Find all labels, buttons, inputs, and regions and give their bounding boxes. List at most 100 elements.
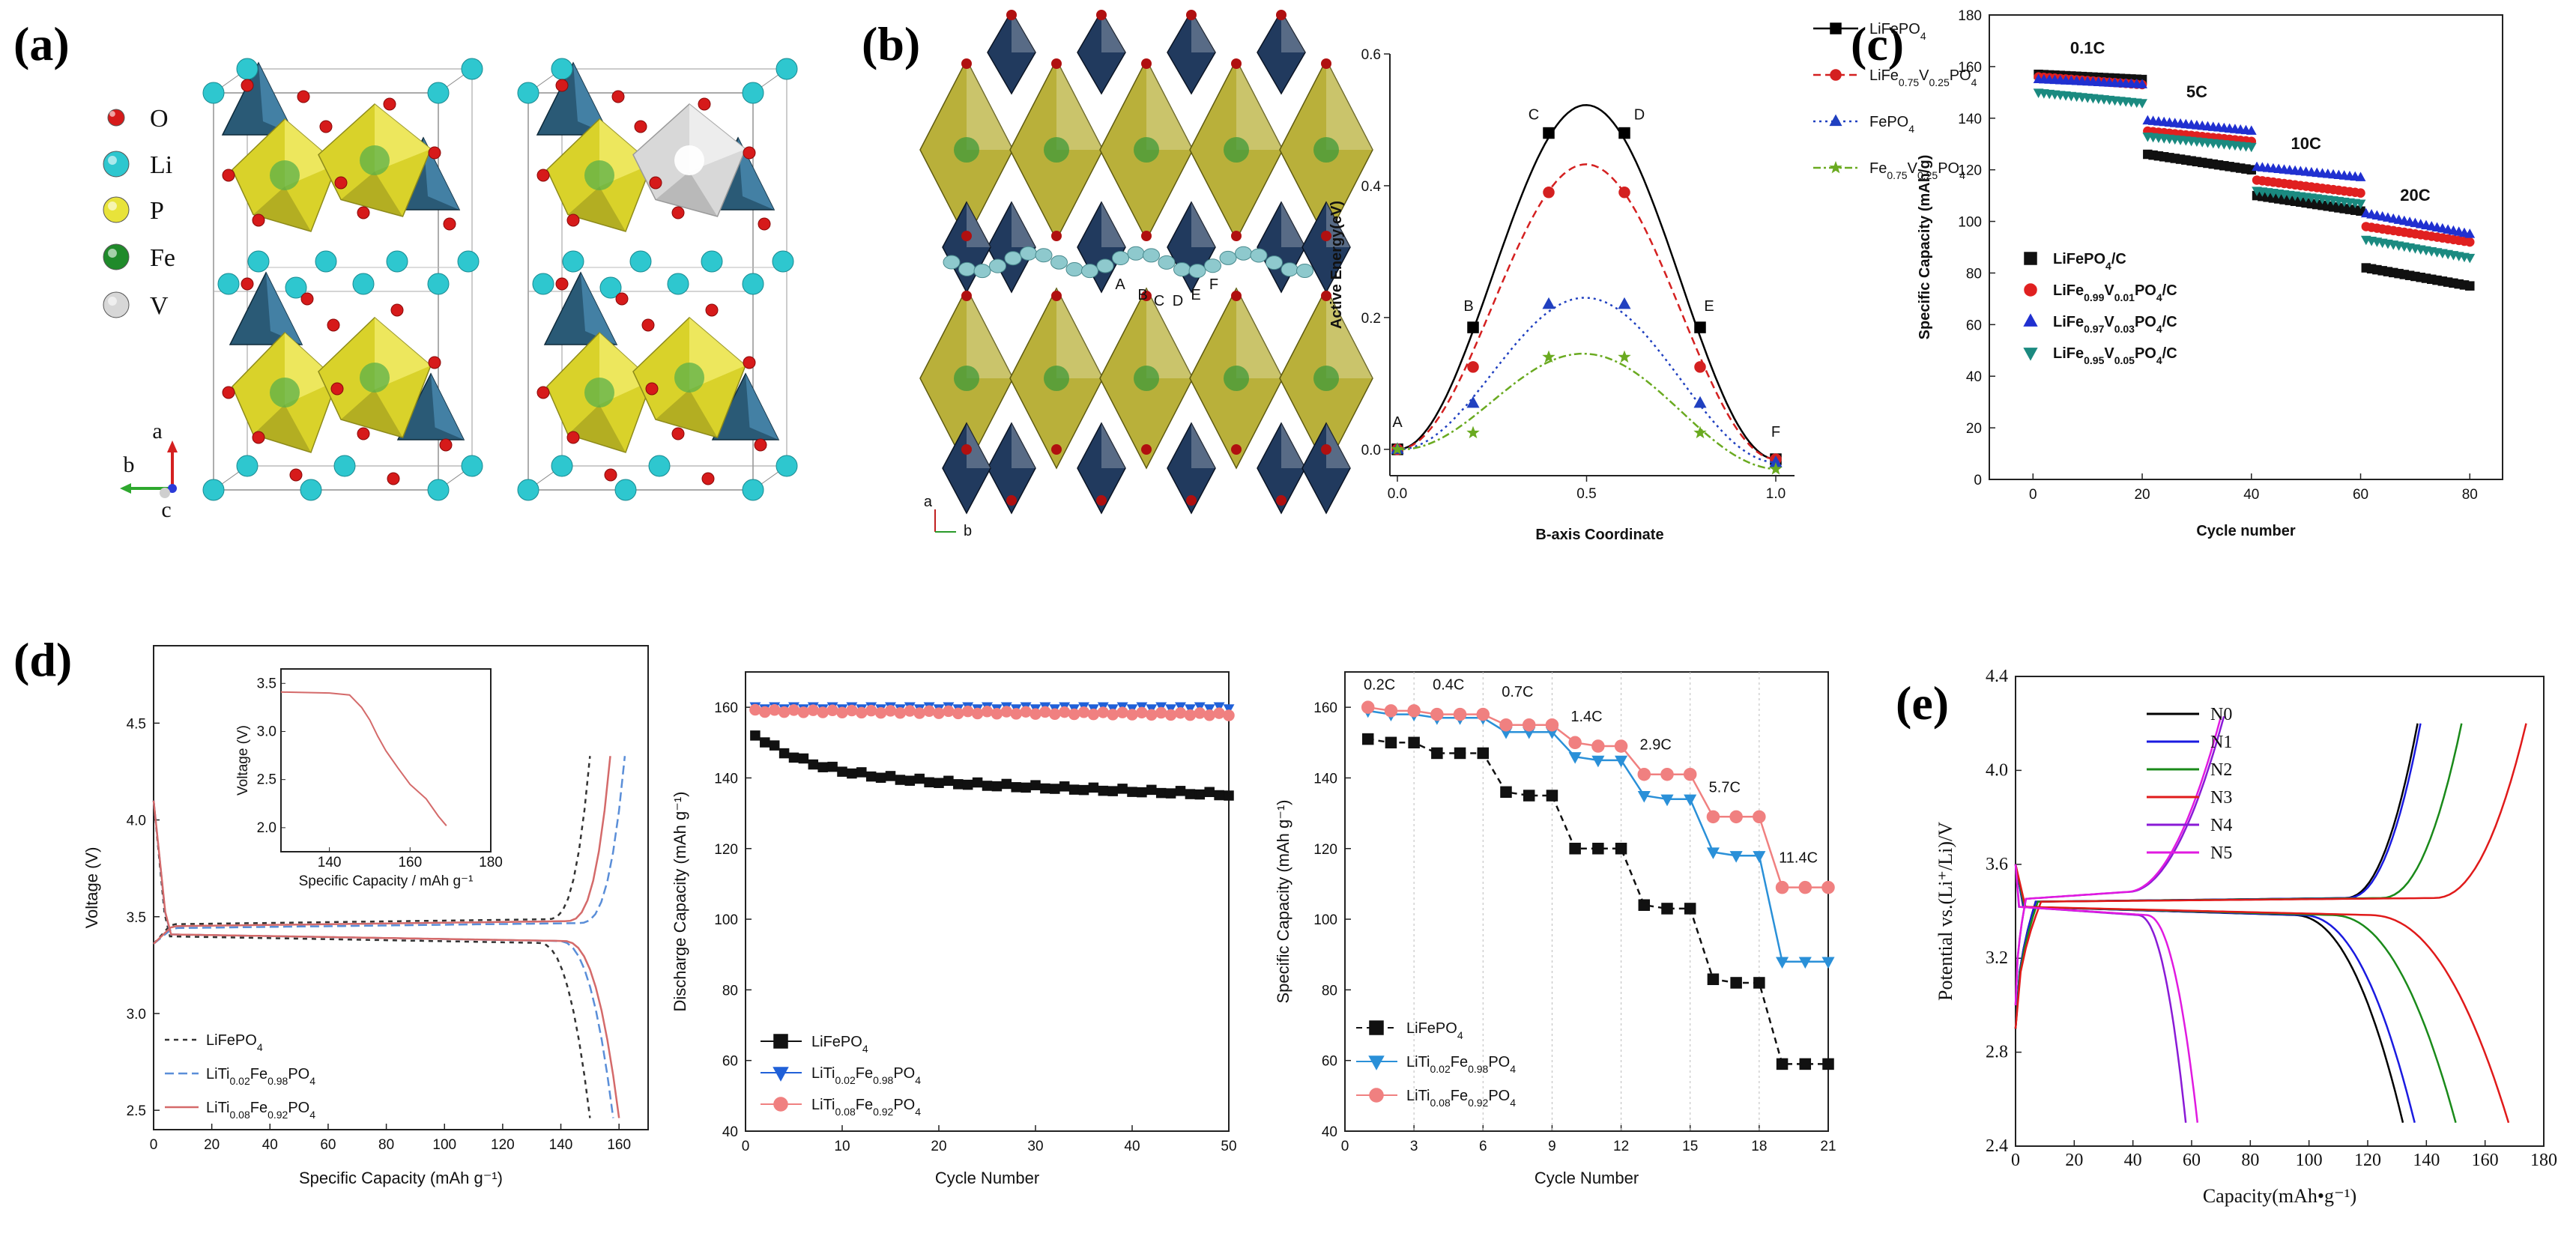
data-point-2 <box>1798 880 1812 894</box>
data-point-0 <box>1011 782 1021 793</box>
polyhedron-face <box>1191 11 1215 52</box>
li-atom <box>532 273 554 295</box>
data-point-2 <box>933 707 945 719</box>
data-point-0 <box>972 777 983 788</box>
legend-label: N2 <box>2210 760 2232 780</box>
legend-marker <box>2024 283 2037 297</box>
rate-label: 20C <box>2400 186 2430 205</box>
data-point-0 <box>1694 321 1706 333</box>
o-atom <box>1051 58 1062 69</box>
data-point-2 <box>2355 172 2366 181</box>
point-label: B <box>1463 298 1473 315</box>
y-tick-label: 60 <box>1966 318 1982 333</box>
fe-atom <box>360 145 390 175</box>
plot-frame <box>745 671 1230 1132</box>
data-point-2 <box>856 706 868 719</box>
data-point-0 <box>788 752 799 763</box>
legend-label: N3 <box>2210 788 2232 808</box>
atom-highlight <box>109 111 115 117</box>
y-axis-label: Specific Capacity (mAh/g) <box>1917 155 1933 340</box>
v-atom <box>674 145 704 175</box>
inset-curve <box>280 691 447 826</box>
fe-atom <box>1044 137 1069 163</box>
po4-tetrahedron <box>1167 10 1216 95</box>
legend-marker <box>1369 1020 1384 1035</box>
y-tick-label: 160 <box>1958 60 1982 76</box>
y-tick-label: 3.0 <box>127 1007 146 1023</box>
data-point-1 <box>1776 957 1789 969</box>
x-tick-label: 40 <box>2243 487 2259 503</box>
panel-label-a: (a) <box>13 17 70 70</box>
data-point-2 <box>1049 708 1061 721</box>
legend-marker <box>1829 160 1842 174</box>
o-atom <box>1231 291 1242 301</box>
data-point-0 <box>1361 733 1374 745</box>
polyhedron-face <box>1236 60 1283 150</box>
data-point-0 <box>953 779 964 790</box>
data-point-2 <box>759 706 771 718</box>
o-atom <box>428 356 441 369</box>
data-point-0 <box>1707 973 1720 985</box>
charge-curve-2 <box>2014 723 2463 1029</box>
x-axis-label: Cycle number <box>2196 523 2295 539</box>
li-atom <box>1219 250 1237 265</box>
chart-activation-energy: 0.0 0.5 1.0 0.0 0.2 0.4 0.6 B-axis Coordinate Ac… <box>1328 21 1977 543</box>
axis-b-label: b <box>124 452 135 477</box>
data-point-0 <box>1030 780 1041 790</box>
o-atom <box>300 292 314 306</box>
data-point-3 <box>2246 142 2257 153</box>
legend-atom-v-icon <box>103 291 130 318</box>
data-point-0 <box>1155 787 1167 799</box>
o-atom <box>961 444 972 455</box>
fe-atom <box>1313 366 1339 391</box>
x-tick-label: 18 <box>1751 1139 1767 1154</box>
atom-legend: O Li P Fe V <box>103 105 175 320</box>
li-atom <box>315 250 337 273</box>
data-point-0 <box>1214 790 1224 801</box>
legend-label: N5 <box>2210 843 2232 863</box>
charge-curve-4 <box>2014 715 2225 1005</box>
x-tick-label: 0.5 <box>1576 486 1596 502</box>
data-point-2 <box>2137 79 2147 88</box>
rate-label: 0.2C <box>1364 677 1395 694</box>
data-point-0 <box>1001 778 1012 790</box>
li-atom <box>352 273 375 295</box>
data-point-2 <box>1614 739 1628 753</box>
data-point-2 <box>1068 708 1080 721</box>
plot-frame <box>2015 676 2545 1147</box>
data-point-2 <box>971 707 984 720</box>
li-atom <box>217 273 240 295</box>
x-tick-label: 80 <box>2462 487 2478 503</box>
x-tick-label: 140 <box>549 1137 573 1153</box>
plot-frame <box>1989 14 2503 480</box>
fe-atom <box>1224 137 1249 163</box>
data-point-1 <box>1175 702 1186 712</box>
y-tick-label: 140 <box>1958 112 1982 127</box>
polyhedron-face <box>1281 423 1305 468</box>
data-point-0 <box>778 748 790 759</box>
data-point-0 <box>943 775 954 787</box>
data-point-2 <box>981 706 994 718</box>
fe-atom <box>1134 137 1159 163</box>
data-point-2 <box>1087 708 1100 721</box>
data-point-1 <box>1706 847 1720 859</box>
data-point-2 <box>1030 708 1041 720</box>
polyhedron-face <box>967 423 991 468</box>
y-tick-label: 60 <box>1322 1054 1337 1070</box>
data-point-1 <box>1194 702 1206 712</box>
y-tick-label: 100 <box>1958 215 1982 231</box>
legend-marker <box>1830 69 1842 81</box>
data-point-0 <box>1730 977 1742 989</box>
charge-curve-3 <box>2014 723 2527 1029</box>
data-point-1 <box>1618 186 1630 199</box>
inset-frame <box>280 668 492 852</box>
data-point-0 <box>1684 903 1696 915</box>
data-point-0 <box>904 775 916 786</box>
x-tick-label: 120 <box>2354 1151 2381 1170</box>
li-atom <box>1266 255 1283 270</box>
migration-path-label: D <box>1173 293 1183 309</box>
o-atom <box>319 120 333 133</box>
octahedron-face <box>689 104 746 172</box>
data-point-0 <box>827 761 838 772</box>
